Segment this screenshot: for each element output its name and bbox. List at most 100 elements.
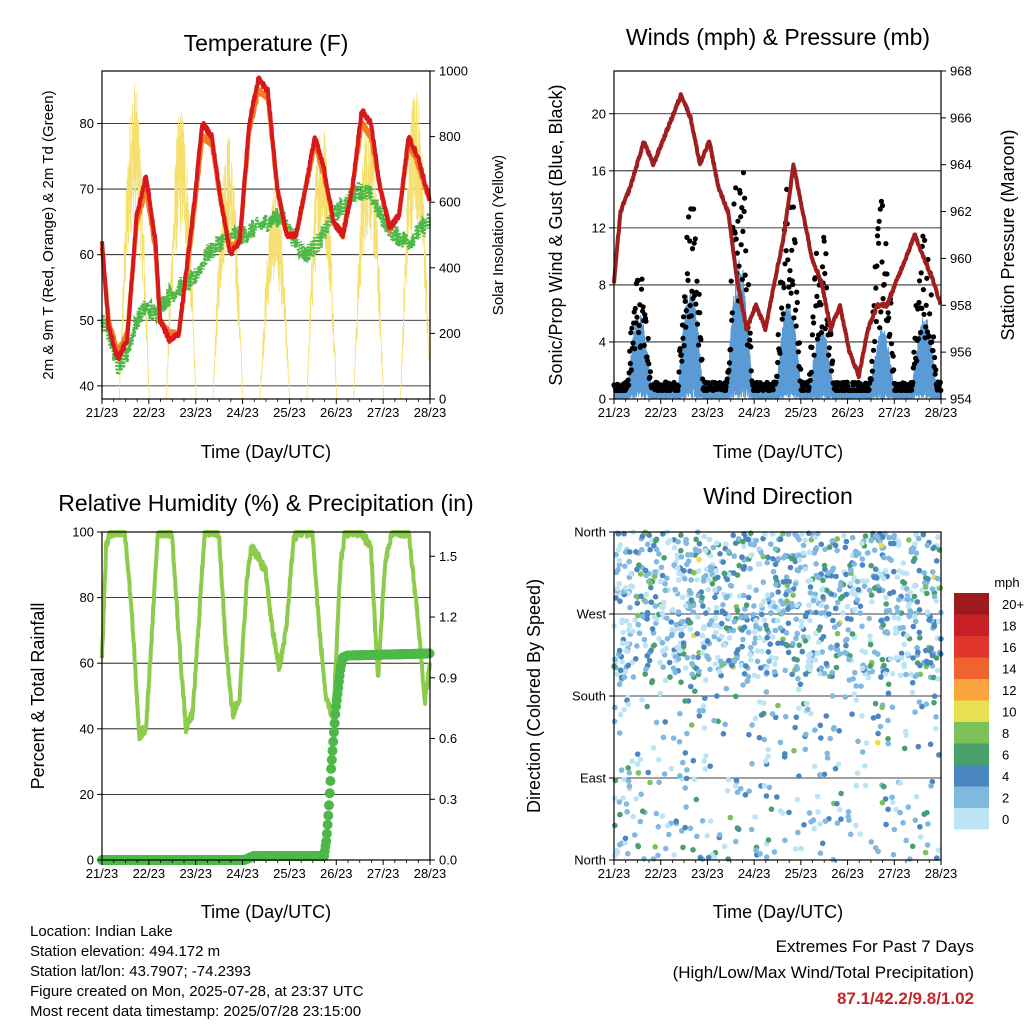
direction-point [703, 677, 709, 683]
direction-point [917, 824, 923, 830]
direction-point [748, 552, 754, 559]
gust-point [876, 218, 882, 224]
direction-point [763, 793, 770, 799]
gust-point [869, 358, 875, 364]
direction-point [713, 629, 719, 636]
direction-point [619, 659, 626, 665]
direction-point [733, 650, 740, 656]
direction-point [915, 649, 921, 655]
direction-point [857, 831, 863, 837]
direction-point [933, 558, 940, 564]
direction-point [889, 794, 895, 801]
gust-point [878, 309, 884, 315]
gust-point [779, 316, 785, 322]
x-tick-label: 24/23 [738, 866, 771, 881]
direction-point [688, 577, 694, 583]
direction-point [803, 731, 809, 738]
direction-point [716, 832, 723, 838]
direction-point [753, 617, 759, 624]
direction-point [708, 618, 715, 624]
direction-point [798, 618, 805, 625]
gust-point [737, 190, 743, 196]
station-latlon: Station lat/lon: 43.7907; -74.2393 [30, 963, 252, 980]
direction-point [764, 559, 770, 566]
direction-point [669, 626, 675, 633]
direction-point [868, 537, 874, 543]
direction-point [881, 783, 887, 790]
direction-point [878, 617, 884, 624]
direction-point [849, 711, 855, 717]
direction-point [922, 849, 929, 856]
direction-point [670, 606, 676, 613]
direction-point [844, 636, 850, 643]
direction-point [683, 603, 689, 609]
direction-point [687, 825, 694, 832]
gust-point [729, 310, 735, 316]
direction-point [817, 850, 824, 856]
y2-tick-label: 0.6 [439, 731, 457, 746]
direction-point [823, 713, 830, 719]
x-tick-label: 28/23 [414, 405, 447, 420]
direction-point [696, 713, 703, 719]
direction-point [812, 657, 819, 663]
y2-tick-label: 0 [439, 392, 446, 407]
direction-point [819, 840, 826, 847]
gust-point [809, 332, 816, 338]
direction-point [627, 604, 633, 611]
direction-point [761, 783, 768, 789]
gust-point [793, 323, 799, 329]
direction-point [875, 739, 881, 746]
direction-point [885, 736, 891, 742]
direction-point [900, 820, 906, 826]
precip-point [328, 736, 339, 747]
direction-point [924, 609, 931, 615]
direction-point [648, 647, 654, 654]
direction-point [804, 610, 810, 616]
direction-point [794, 666, 801, 672]
y-tick-label: 8 [599, 277, 606, 292]
direction-point [795, 675, 801, 682]
direction-point [628, 583, 634, 589]
direction-point [658, 564, 665, 571]
direction-point [642, 671, 648, 677]
direction-point [924, 660, 931, 666]
direction-point [777, 739, 784, 746]
direction-point [634, 600, 641, 606]
direction-point [903, 671, 909, 678]
direction-point [699, 818, 706, 824]
direction-point [687, 626, 694, 632]
direction-point [689, 671, 696, 678]
gust-point [733, 236, 739, 242]
gust-point [808, 369, 814, 375]
y-tick-label: 20 [80, 787, 94, 802]
direction-point [875, 713, 881, 720]
direction-point [917, 662, 923, 669]
direction-point [687, 619, 694, 626]
direction-point [717, 551, 723, 557]
direction-point [769, 592, 775, 598]
direction-point [795, 829, 801, 836]
direction-point [656, 635, 662, 642]
direction-point [923, 701, 930, 707]
direction-point [865, 550, 871, 556]
direction-point [805, 706, 811, 713]
winds-y-label: Sonic/Prop Wind & Gust (Blue, Black) [546, 84, 566, 385]
gust-point [748, 368, 754, 374]
direction-point [723, 625, 730, 631]
gust-point [692, 236, 698, 242]
direction-point [620, 629, 626, 636]
direction-point [849, 534, 856, 541]
direction-point [672, 669, 678, 676]
gust-point [918, 329, 924, 336]
direction-point [772, 546, 779, 552]
gust-point [773, 379, 779, 385]
wind-direction-title: Wind Direction [703, 483, 853, 509]
direction-point [625, 701, 632, 708]
station-elevation: Station elevation: 494.172 m [30, 943, 221, 960]
direction-point [754, 658, 761, 665]
direction-point [782, 713, 789, 720]
direction-point [732, 540, 739, 546]
temperature-x-label: Time (Day/UTC) [201, 442, 331, 462]
gust-point [881, 281, 887, 288]
direction-point [770, 556, 776, 562]
